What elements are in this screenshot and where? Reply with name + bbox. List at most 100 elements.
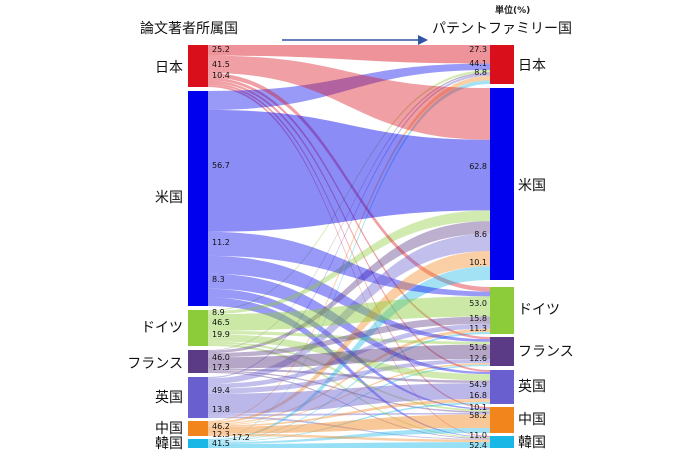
- flow-china-to-uk: [208, 398, 490, 427]
- flow-uk-to-france: [208, 358, 490, 394]
- right-value-uk-0: 54.9: [469, 380, 487, 389]
- flow-france-to-uk: [208, 368, 490, 384]
- flow-china-to-korea: [208, 433, 490, 443]
- flow-france-to-france: [208, 344, 490, 369]
- flow-uk-to-us: [208, 233, 490, 384]
- flow-uk-to-japan: [208, 73, 490, 379]
- flow-china-to-germany: [208, 328, 490, 425]
- flow-france-to-germany: [208, 316, 490, 358]
- right-node-label-uk: 英国: [518, 378, 546, 395]
- right-node-korea: [490, 436, 514, 448]
- right-value-germany-2: 11.3: [469, 324, 487, 333]
- flow-us-to-us: [208, 109, 490, 232]
- flow-korea-to-korea: [208, 442, 490, 448]
- right-node-france: [490, 337, 514, 366]
- flows-layer: [208, 45, 490, 448]
- right-value-japan-1: 44.1: [469, 59, 487, 68]
- flow-uk-to-uk: [208, 383, 490, 414]
- flow-china-to-japan: [208, 75, 490, 422]
- flow-us-to-france: [208, 255, 490, 342]
- flow-korea-to-china: [208, 428, 490, 444]
- left-value-france-1: 17.3: [212, 363, 230, 372]
- left-node-china: [188, 421, 208, 436]
- flow-china-to-france: [208, 362, 490, 426]
- right-node-japan: [490, 45, 514, 84]
- left-node-label-germany: ドイツ: [141, 320, 183, 336]
- flow-uk-to-china: [208, 412, 490, 416]
- left-value-germany-0: 8.9: [212, 308, 225, 317]
- right-value-china-0: 58.2: [469, 411, 487, 420]
- nodes-layer: [188, 45, 514, 448]
- right-value-korea-0: 11.0: [469, 431, 487, 440]
- flow-china-to-china: [208, 414, 490, 434]
- flow-korea-to-france: [208, 364, 490, 442]
- flow-japan-to-korea: [208, 84, 490, 437]
- right-value-us-1: 8.6: [474, 230, 487, 239]
- flow-us-to-germany: [208, 231, 490, 297]
- flow-germany-to-korea: [208, 343, 490, 439]
- left-value-china-0: 46.2: [212, 422, 230, 431]
- flow-japan-to-uk: [208, 80, 490, 372]
- right-axis-title: パテントファミリー国: [432, 21, 572, 37]
- right-value-germany-0: 53.0: [469, 299, 487, 308]
- left-node-france: [188, 350, 208, 373]
- right-node-china: [490, 407, 514, 433]
- right-value-korea-1: 52.4: [469, 441, 487, 450]
- flow-korea-to-us: [208, 266, 490, 441]
- flow-us-to-china: [208, 288, 490, 410]
- flow-germany-to-germany: [208, 296, 490, 331]
- right-value-us-2: 10.1: [469, 258, 487, 267]
- right-node-label-korea: 韓国: [518, 435, 546, 451]
- left-value-us-2: 8.3: [212, 275, 225, 284]
- left-value-china-2: 17.2: [232, 433, 250, 442]
- left-node-korea: [188, 439, 208, 448]
- flow-france-to-korea: [208, 371, 490, 439]
- left-value-uk-1: 13.8: [212, 405, 230, 414]
- flow-korea-to-uk: [208, 402, 490, 443]
- flow-china-to-us: [208, 250, 490, 424]
- left-node-label-uk: 英国: [155, 389, 183, 406]
- left-value-japan-2: 10.4: [212, 71, 230, 80]
- left-value-france-0: 46.0: [212, 353, 230, 362]
- right-node-label-us: 米国: [518, 178, 546, 194]
- left-node-label-china: 中国: [155, 421, 183, 437]
- left-axis-title: 論文著者所属国: [140, 21, 238, 37]
- flow-korea-to-japan: [208, 80, 490, 440]
- flow-us-to-japan: [208, 63, 490, 110]
- right-value-germany-1: 15.8: [469, 314, 487, 323]
- right-node-label-germany: ドイツ: [518, 302, 560, 318]
- left-value-korea-0: 41.5: [212, 439, 230, 448]
- right-value-us-0: 62.8: [469, 162, 487, 171]
- flow-france-to-china: [208, 370, 490, 413]
- left-node-japan: [188, 45, 208, 87]
- left-value-china-1: 12.3: [212, 430, 230, 439]
- right-node-label-france: フランス: [518, 344, 574, 360]
- flow-france-to-japan: [208, 72, 490, 351]
- right-node-label-japan: 日本: [518, 58, 546, 74]
- right-value-uk-2: 10.1: [469, 403, 487, 412]
- flow-japan-to-france: [208, 77, 490, 340]
- left-value-germany-1: 46.5: [212, 318, 230, 327]
- unit-label: 単位(%): [495, 4, 530, 16]
- flow-germany-to-us: [208, 210, 490, 315]
- direction-arrow: [282, 35, 428, 45]
- left-node-germany: [188, 310, 208, 346]
- flow-germany-to-japan: [208, 70, 490, 312]
- left-value-us-1: 11.2: [212, 238, 230, 247]
- right-value-france-0: 51.6: [469, 343, 487, 352]
- left-value-japan-1: 41.5: [212, 60, 230, 69]
- left-node-label-japan: 日本: [155, 60, 183, 76]
- right-value-france-1: 12.6: [469, 354, 487, 363]
- flow-japan-to-japan: [208, 45, 490, 64]
- left-node-label-us: 米国: [155, 190, 183, 206]
- right-value-uk-1: 16.8: [469, 391, 487, 400]
- flow-germany-to-france: [208, 330, 490, 345]
- left-node-label-korea: 韓国: [155, 436, 183, 452]
- left-value-us-0: 56.7: [212, 161, 230, 170]
- flow-germany-to-china: [208, 341, 490, 412]
- right-value-japan-2: 8.8: [474, 68, 487, 77]
- flow-us-to-korea: [208, 297, 490, 438]
- labels-layer: 日本 25.2 41.5 10.4 米国 56.7 11.2 8.3 ドイツ 8.946.5 19.…: [127, 45, 573, 452]
- flow-uk-to-korea: [208, 415, 490, 440]
